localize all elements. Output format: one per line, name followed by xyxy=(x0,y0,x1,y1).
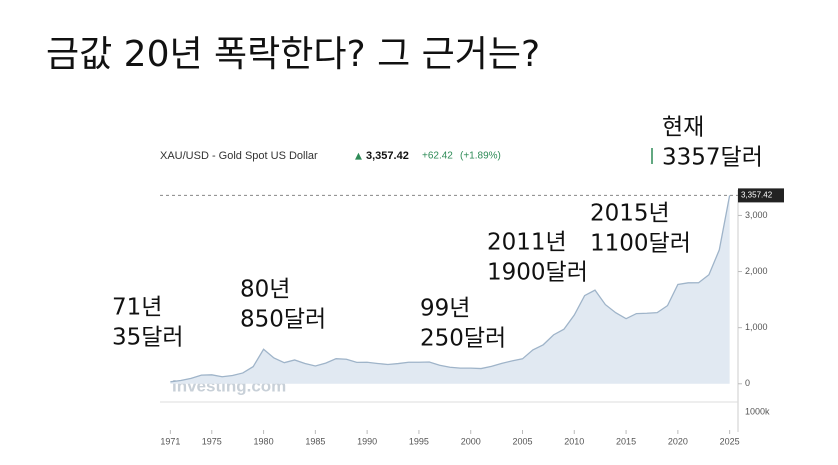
x-tick-label: 2025 xyxy=(720,436,740,446)
x-tick-label: 2015 xyxy=(616,436,636,446)
x-tick-label: 1990 xyxy=(357,436,377,446)
x-tick-label: 2020 xyxy=(668,436,688,446)
annotation: 1900달러 xyxy=(487,260,588,286)
x-tick-label: 1985 xyxy=(305,436,325,446)
annotation: 2011년 xyxy=(487,230,567,256)
annotation: 250달러 xyxy=(420,326,506,352)
annotation: 1100달러 xyxy=(590,231,691,257)
last-price-box xyxy=(738,188,784,203)
x-tick-label: 1975 xyxy=(202,436,222,446)
line xyxy=(170,195,731,383)
y-tick-label: 0 xyxy=(745,378,750,388)
annotation: 850달러 xyxy=(240,307,326,333)
x-tick-label: 2005 xyxy=(512,436,532,446)
chart-price: 3,357.42 xyxy=(366,150,409,162)
annotation: 2015년 xyxy=(590,201,670,227)
annotation: 99년 xyxy=(420,296,470,322)
annotation: 35달러 xyxy=(112,325,184,351)
y-tick-label: 1,000 xyxy=(745,322,768,332)
chart-symbol: XAU/USD - Gold Spot US Dollar xyxy=(160,150,318,162)
y-tick-label: 3,000 xyxy=(745,210,768,220)
up-arrow: ▲ xyxy=(355,152,362,162)
area xyxy=(170,195,730,384)
annotation: 현재 xyxy=(662,115,704,141)
y-tick-label: 2,000 xyxy=(745,266,768,276)
annotation: 3357달러 xyxy=(662,145,763,171)
x-tick-label: 1995 xyxy=(409,436,429,446)
slide-title: 금값 20년 폭락한다? 그 근거는? xyxy=(46,34,540,75)
volume-label: 1000k xyxy=(745,406,770,416)
x-tick-label: 1980 xyxy=(254,436,274,446)
x-tick-label: 2000 xyxy=(461,436,481,446)
annotation: 71년 xyxy=(112,295,162,321)
annotation: 80년 xyxy=(240,277,290,303)
x-tick-label: 2010 xyxy=(564,436,584,446)
x-tick-label: 1971 xyxy=(160,436,180,446)
chart-change: +62.42 xyxy=(422,151,453,162)
chart-change-pct: (+1.89%) xyxy=(460,151,501,162)
last-price-label: 3,357.42 xyxy=(741,190,773,199)
